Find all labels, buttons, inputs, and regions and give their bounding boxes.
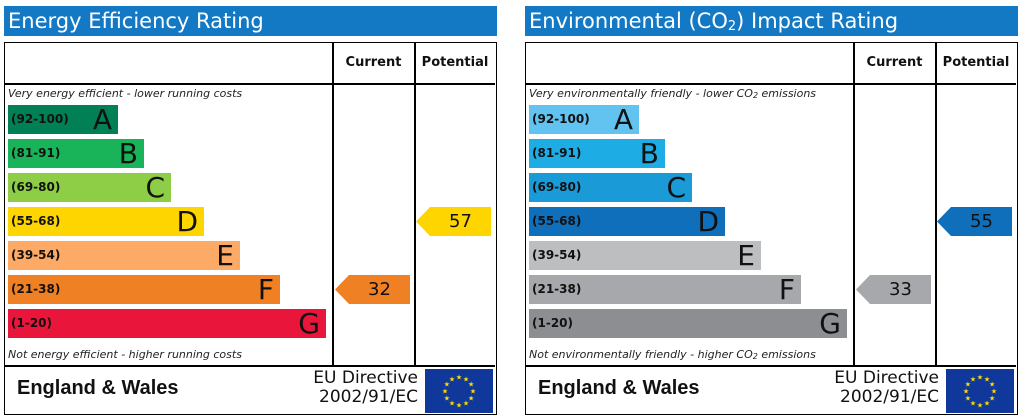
country-label: England & Wales bbox=[538, 377, 700, 399]
eu-star-icon: ★ bbox=[468, 395, 474, 403]
eu-flag-icon: ★ ★ ★ ★ ★ ★ ★ ★ ★ ★ ★ ★ bbox=[946, 369, 1014, 413]
rating-band-g: (1-20) G bbox=[529, 309, 847, 338]
band-range-label: (1-20) bbox=[532, 316, 573, 330]
eu-star-icon: ★ bbox=[977, 402, 983, 410]
eu-star-icon: ★ bbox=[965, 395, 971, 403]
eu-star-icon: ★ bbox=[444, 395, 450, 403]
band-letter: B bbox=[118, 137, 138, 170]
rating-band-f: (21-38) F bbox=[529, 275, 801, 304]
rating-band-e: (39-54) E bbox=[8, 241, 240, 270]
directive-line1: EU Directive bbox=[834, 368, 939, 388]
band-range-label: (1-20) bbox=[11, 316, 52, 330]
band-letter: F bbox=[778, 273, 795, 306]
current-column-header: Current bbox=[345, 55, 402, 70]
rating-band-b: (81-91) B bbox=[8, 139, 144, 168]
current-rating-value: 32 bbox=[368, 279, 391, 300]
band-letter: E bbox=[737, 239, 755, 272]
band-range-label: (39-54) bbox=[532, 248, 582, 262]
bottom-note: Not energy efficient - higher running co… bbox=[8, 348, 242, 361]
current-column-header: Current bbox=[866, 55, 923, 70]
band-letter: C bbox=[145, 171, 165, 204]
rating-band-b: (81-91) B bbox=[529, 139, 665, 168]
rating-band-d: (55-68) D bbox=[8, 207, 204, 236]
rating-band-f: (21-38) F bbox=[8, 275, 280, 304]
eu-star-icon: ★ bbox=[965, 381, 971, 389]
band-letter: F bbox=[257, 273, 274, 306]
potential-column-header: Potential bbox=[421, 55, 489, 70]
potential-rating-arrow: 55 bbox=[937, 207, 1012, 236]
band-letter: A bbox=[92, 103, 112, 136]
band-range-label: (55-68) bbox=[532, 214, 582, 228]
country-label: England & Wales bbox=[17, 377, 179, 399]
band-letter: G bbox=[819, 307, 841, 340]
eu-star-icon: ★ bbox=[984, 375, 990, 383]
band-range-label: (55-68) bbox=[11, 214, 61, 228]
eu-directive: EU Directive 2002/91/EC bbox=[298, 369, 418, 407]
eu-star-icon: ★ bbox=[989, 381, 995, 389]
rating-chart-frame: Current Potential Very energy efficient … bbox=[4, 42, 497, 415]
eu-star-icon: ★ bbox=[470, 388, 476, 396]
rating-band-c: (69-80) C bbox=[529, 173, 692, 202]
current-rating-value: 33 bbox=[889, 279, 912, 300]
current-rating-arrow: 32 bbox=[335, 275, 410, 304]
top-note: Very environmentally friendly - lower CO… bbox=[529, 87, 817, 100]
eu-star-icon: ★ bbox=[977, 374, 983, 382]
eu-star-icon: ★ bbox=[963, 388, 969, 396]
eu-directive: EU Directive 2002/91/EC bbox=[819, 369, 939, 407]
band-letter: A bbox=[613, 103, 633, 136]
eu-star-icon: ★ bbox=[456, 402, 462, 410]
eu-star-icon: ★ bbox=[449, 400, 455, 408]
eu-star-icon: ★ bbox=[989, 395, 995, 403]
panel-title: Environmental (CO2) Impact Rating bbox=[525, 6, 1018, 36]
band-range-label: (39-54) bbox=[11, 248, 61, 262]
band-range-label: (69-80) bbox=[532, 180, 582, 194]
band-range-label: (81-91) bbox=[11, 146, 61, 160]
potential-rating-value: 55 bbox=[970, 211, 993, 232]
eu-star-icon: ★ bbox=[970, 400, 976, 408]
band-letter: B bbox=[639, 137, 659, 170]
energy-efficiency-panel: Energy Efficiency Rating Current Potenti… bbox=[4, 6, 497, 415]
rating-band-c: (69-80) C bbox=[8, 173, 171, 202]
band-letter: D bbox=[697, 205, 719, 238]
current-rating-arrow: 33 bbox=[856, 275, 931, 304]
rating-chart-frame: Current Potential Very environmentally f… bbox=[525, 42, 1018, 415]
top-note: Very energy efficient - lower running co… bbox=[8, 87, 243, 100]
potential-rating-value: 57 bbox=[449, 211, 472, 232]
rating-band-a: (92-100) A bbox=[529, 105, 639, 134]
directive-line1: EU Directive bbox=[313, 368, 418, 388]
rating-band-g: (1-20) G bbox=[8, 309, 326, 338]
eu-star-icon: ★ bbox=[444, 381, 450, 389]
environmental-impact-panel: Environmental (CO2) Impact Rating Curren… bbox=[525, 6, 1018, 415]
eu-star-icon: ★ bbox=[991, 388, 997, 396]
eu-star-icon: ★ bbox=[442, 388, 448, 396]
band-range-label: (69-80) bbox=[11, 180, 61, 194]
eu-star-icon: ★ bbox=[463, 400, 469, 408]
directive-line2: 2002/91/EC bbox=[840, 387, 939, 407]
eu-star-icon: ★ bbox=[449, 375, 455, 383]
band-letter: D bbox=[176, 205, 198, 238]
potential-column-header: Potential bbox=[942, 55, 1010, 70]
band-range-label: (21-38) bbox=[532, 282, 582, 296]
directive-line2: 2002/91/EC bbox=[319, 387, 418, 407]
band-letter: E bbox=[216, 239, 234, 272]
eu-star-icon: ★ bbox=[984, 400, 990, 408]
eu-star-icon: ★ bbox=[456, 374, 462, 382]
band-range-label: (81-91) bbox=[532, 146, 582, 160]
potential-rating-arrow: 57 bbox=[416, 207, 491, 236]
panel-title: Energy Efficiency Rating bbox=[4, 6, 497, 36]
band-letter: C bbox=[666, 171, 686, 204]
band-range-label: (92-100) bbox=[532, 112, 590, 126]
eu-star-icon: ★ bbox=[463, 375, 469, 383]
eu-flag-icon: ★ ★ ★ ★ ★ ★ ★ ★ ★ ★ ★ ★ bbox=[425, 369, 493, 413]
rating-band-e: (39-54) E bbox=[529, 241, 761, 270]
bottom-note: Not environmentally friendly - higher CO… bbox=[529, 348, 816, 361]
rating-band-d: (55-68) D bbox=[529, 207, 725, 236]
band-range-label: (92-100) bbox=[11, 112, 69, 126]
band-letter: G bbox=[298, 307, 320, 340]
rating-band-a: (92-100) A bbox=[8, 105, 118, 134]
eu-star-icon: ★ bbox=[970, 375, 976, 383]
eu-star-icon: ★ bbox=[468, 381, 474, 389]
band-range-label: (21-38) bbox=[11, 282, 61, 296]
